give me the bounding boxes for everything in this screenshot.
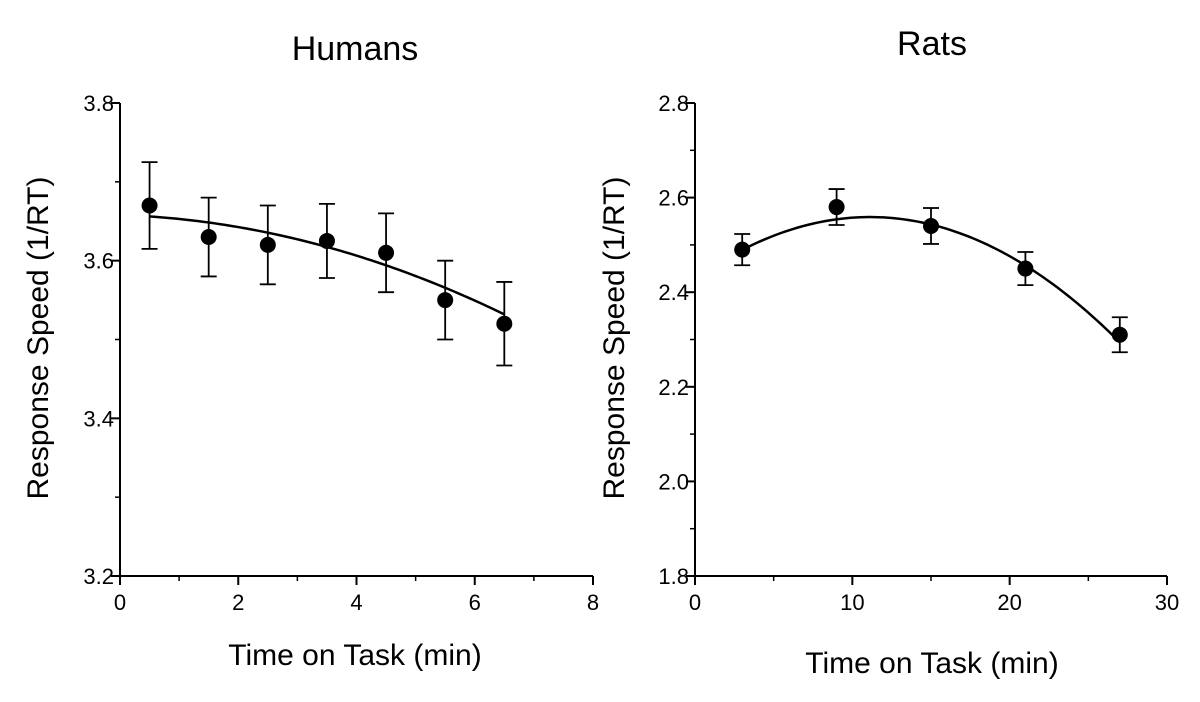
humans-y-tick-label: 3.8 xyxy=(83,91,114,116)
humans-data-point xyxy=(200,229,217,246)
rats-x-tick-label: 10 xyxy=(840,590,864,615)
rats-x-tick-label: 0 xyxy=(689,590,701,615)
humans-x-tick-label: 2 xyxy=(232,590,244,615)
rats-y-axis-label: Response Speed (1/RT) xyxy=(598,177,631,500)
humans-chart-title: Humans xyxy=(292,30,419,68)
rats-y-tick-label: 2.0 xyxy=(658,469,689,494)
rats-panel: Rats Time on Task (min) Response Speed (… xyxy=(598,25,1179,680)
humans-x-axis-label: Time on Task (min) xyxy=(228,639,481,672)
humans-y-tick-label: 3.4 xyxy=(83,406,114,431)
rats-x-tick-label: 30 xyxy=(1155,590,1179,615)
humans-panel: Humans Time on Task (min) Response Speed… xyxy=(22,30,599,672)
humans-data-point xyxy=(378,244,395,261)
humans-data-point xyxy=(318,232,335,249)
rats-data-point xyxy=(923,217,939,234)
humans-y-tick-label: 3.6 xyxy=(83,249,114,274)
humans-x-tick-label: 8 xyxy=(587,590,599,615)
humans-y-tick-label: 3.2 xyxy=(83,564,114,589)
humans-data-point xyxy=(141,197,158,214)
humans-data-point xyxy=(437,292,454,309)
rats-y-tick-label: 1.8 xyxy=(658,564,689,589)
humans-data-point xyxy=(496,315,513,332)
humans-y-axis-label: Response Speed (1/RT) xyxy=(22,177,55,500)
rats-data-point xyxy=(734,241,751,258)
humans-x-tick-label: 4 xyxy=(350,590,362,615)
rats-x-tick-label: 20 xyxy=(997,590,1021,615)
rats-y-tick-label: 2.4 xyxy=(658,280,689,305)
rats-data-point xyxy=(828,199,845,216)
rats-data-point xyxy=(1111,326,1128,343)
humans-x-tick-label: 6 xyxy=(469,590,481,615)
rats-y-tick-label: 2.2 xyxy=(658,375,689,400)
humans-x-tick-label: 0 xyxy=(114,590,126,615)
humans-data-point xyxy=(259,236,276,253)
rats-chart-title: Rats xyxy=(897,25,967,63)
rats-y-tick-label: 2.6 xyxy=(658,186,689,211)
rats-x-axis-label: Time on Task (min) xyxy=(805,647,1058,680)
rats-y-tick-label: 2.8 xyxy=(658,91,689,116)
rats-data-point xyxy=(1017,260,1034,277)
